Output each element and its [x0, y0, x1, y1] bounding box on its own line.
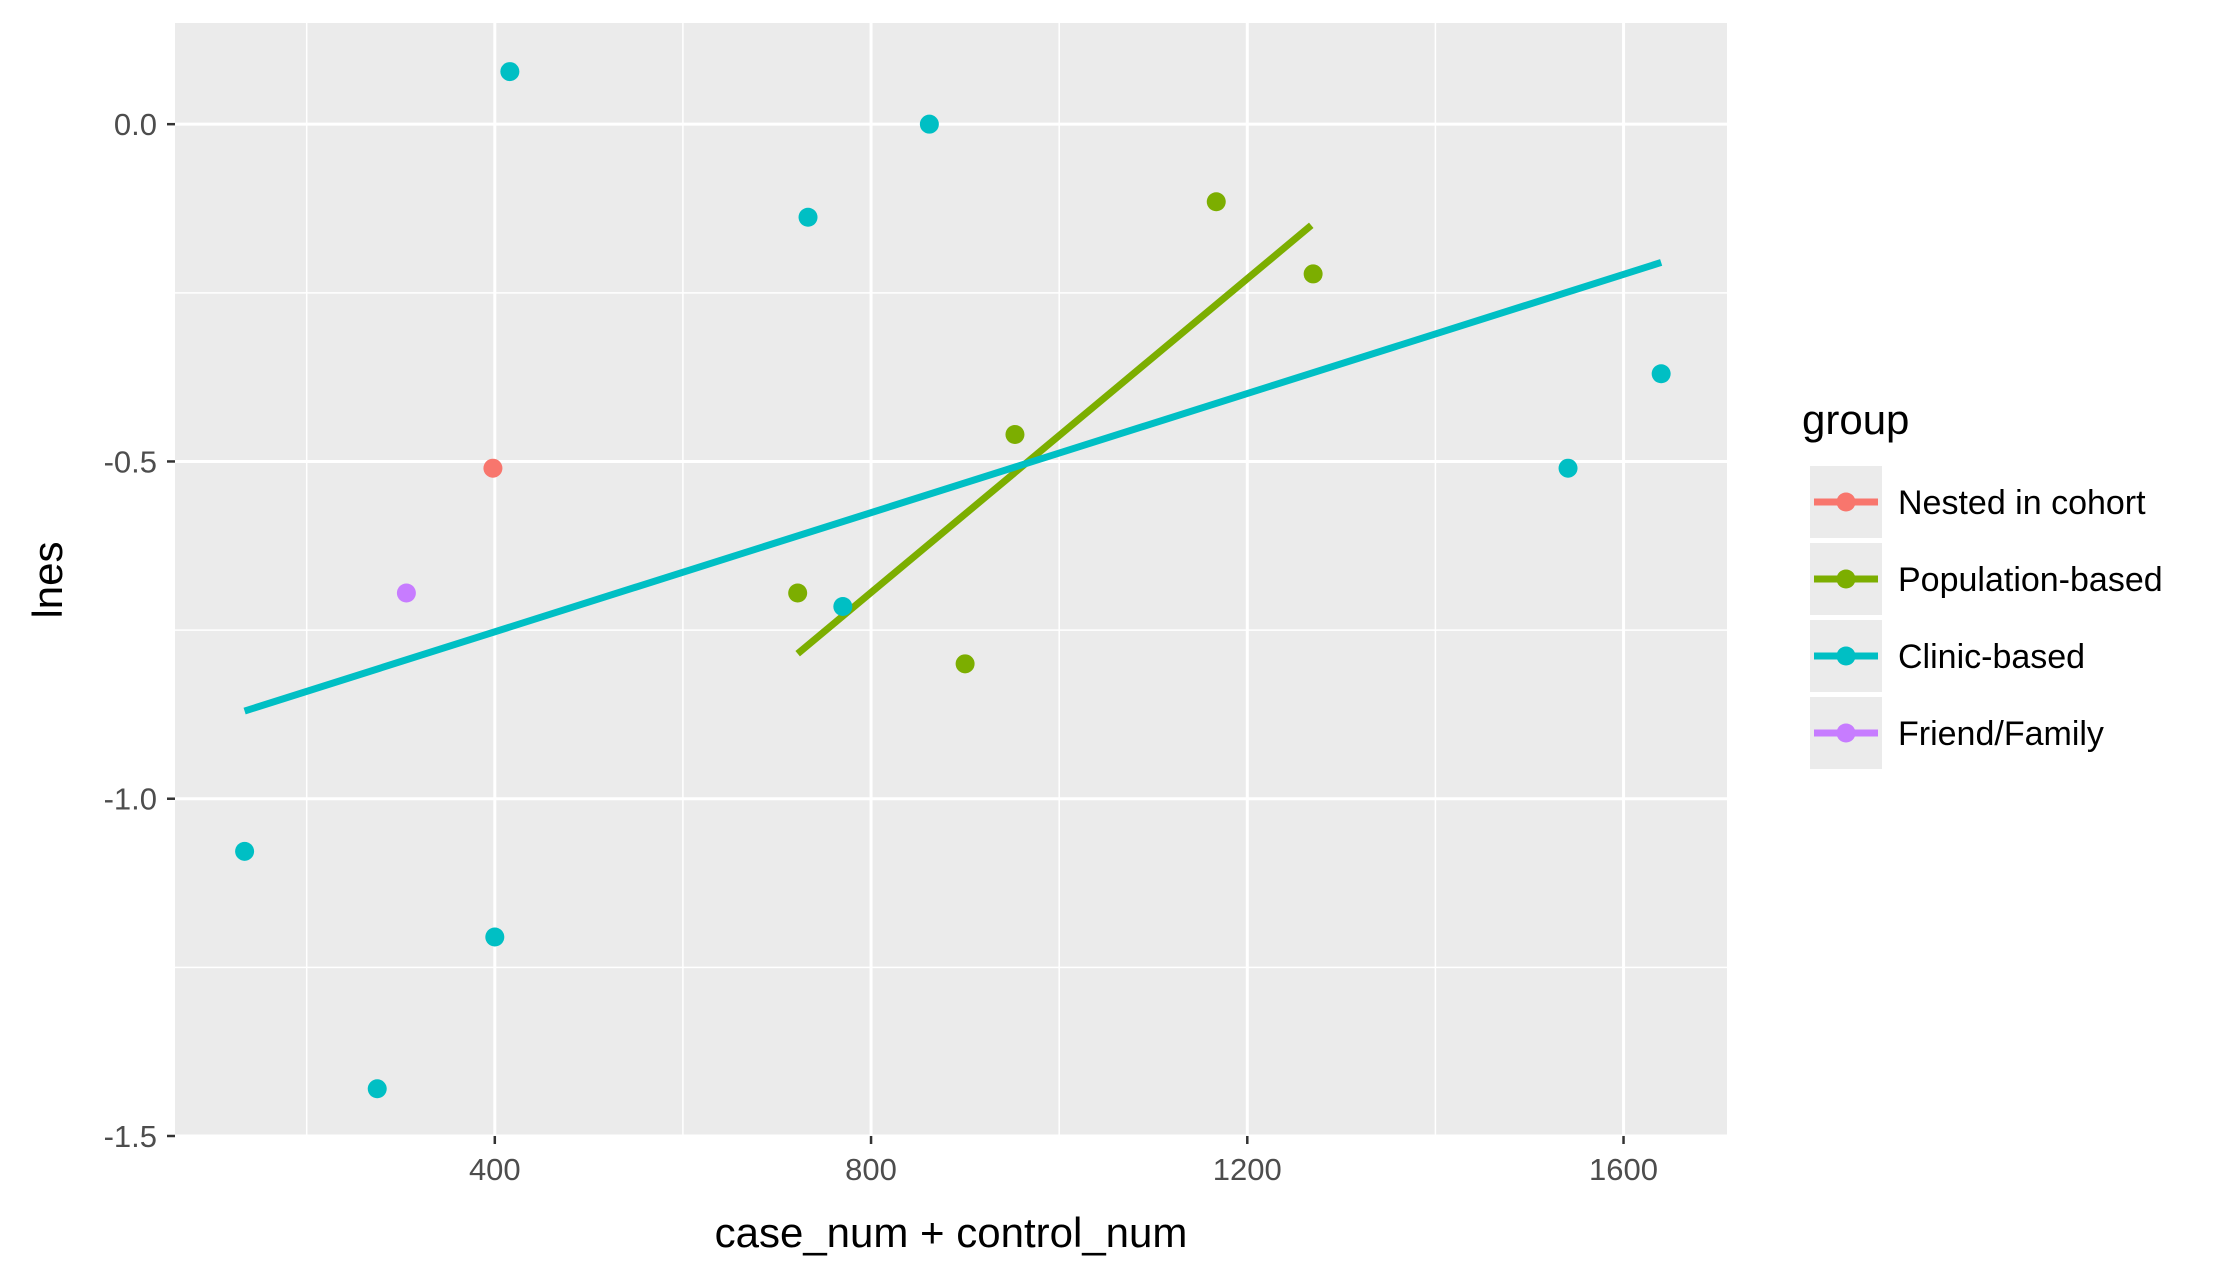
- y-tick-label: -1.0: [104, 782, 157, 817]
- major-gridlines: [175, 23, 1727, 1138]
- legend-label: Friend/Family: [1898, 715, 2104, 753]
- legend-key-point: [1836, 646, 1856, 666]
- legend-label: Nested in cohort: [1898, 484, 2146, 522]
- legend-key-point: [1836, 569, 1856, 589]
- x-tick-label: 400: [469, 1152, 521, 1187]
- legend-key-point: [1836, 492, 1856, 512]
- y-tick-label: -1.5: [104, 1119, 157, 1154]
- legend: group Nested in cohort Population-based Cl…: [1802, 396, 2163, 769]
- minor-gridlines: [175, 23, 1727, 1136]
- fit-line: [243, 259, 1663, 715]
- fit-lines: [243, 222, 1663, 715]
- data-point: [1558, 458, 1578, 478]
- data-point: [483, 458, 503, 478]
- x-tick-label: 1600: [1589, 1152, 1658, 1187]
- data-point: [1206, 192, 1226, 212]
- data-point: [955, 654, 975, 674]
- legend-label: Clinic-based: [1898, 638, 2085, 676]
- data-point: [1005, 424, 1025, 444]
- x-tick-label: 1200: [1213, 1152, 1282, 1187]
- fit-line: [795, 222, 1314, 657]
- data-point: [396, 583, 416, 603]
- legend-key-point: [1836, 723, 1856, 743]
- x-tick-label: 800: [845, 1152, 897, 1187]
- panel-background: [175, 23, 1727, 1136]
- legend-label: Population-based: [1898, 561, 2163, 599]
- x-axis-title: case_num + control_num: [715, 1209, 1188, 1256]
- data-point: [367, 1079, 387, 1099]
- y-tick-label: -0.5: [104, 444, 157, 479]
- data-point: [485, 927, 505, 947]
- legend-title: group: [1802, 396, 1909, 443]
- y-tick-label: 0.0: [114, 107, 157, 142]
- data-point: [500, 62, 520, 82]
- data-point: [798, 207, 818, 227]
- axis-ticks: [167, 122, 1625, 1144]
- y-axis-title: lnes: [24, 541, 71, 618]
- data-point: [833, 596, 853, 616]
- data-points: [235, 62, 1671, 1099]
- data-point: [788, 583, 808, 603]
- data-point: [1651, 364, 1671, 384]
- data-point: [235, 841, 255, 861]
- data-point: [1303, 264, 1323, 284]
- tick-labels: 400 800 1200 1600 -1.5 -1.0 -0.5 0.0: [104, 107, 1658, 1187]
- data-point: [919, 114, 939, 134]
